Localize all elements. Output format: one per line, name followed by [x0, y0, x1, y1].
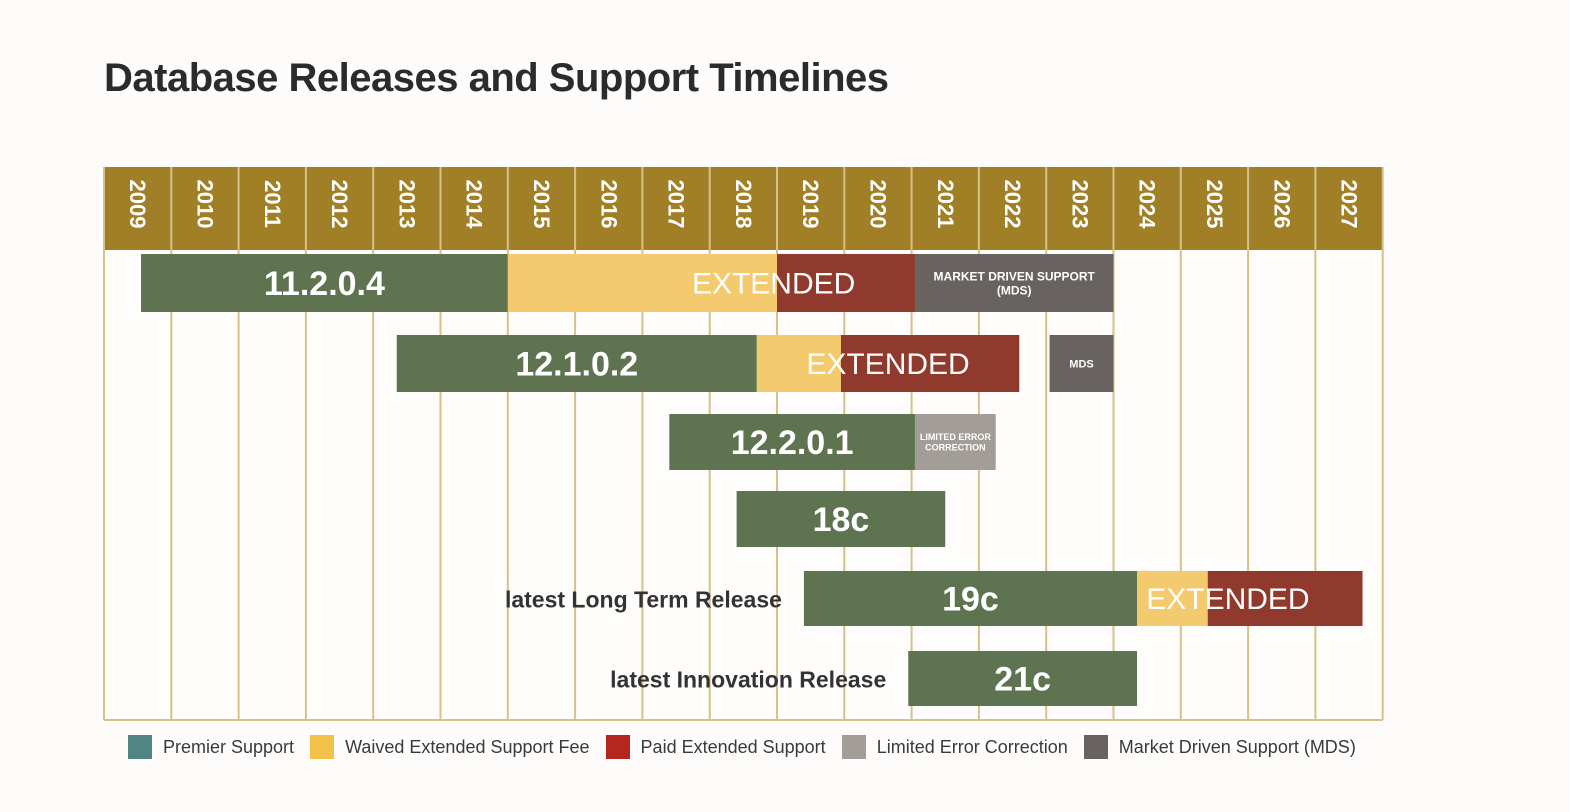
- year-label: 2015: [529, 180, 554, 229]
- year-label: 2016: [596, 180, 621, 229]
- year-label: 2014: [462, 180, 487, 230]
- bar-segment-premier: [396, 335, 757, 392]
- year-label: 2013: [394, 180, 419, 229]
- year-label: 2022: [1000, 180, 1025, 229]
- side-label: latest Long Term Release: [505, 587, 782, 613]
- chart-title: Database Releases and Support Timelines: [104, 56, 889, 100]
- year-label: 2021: [933, 180, 958, 229]
- legend-item-waived: Waived Extended Support Fee: [310, 735, 590, 759]
- release-label: 18c: [813, 501, 870, 539]
- release-label: 21c: [994, 661, 1051, 699]
- bar-segment-mds: [1049, 335, 1114, 392]
- segment-label: MARKET DRIVEN SUPPORT (MDS): [934, 270, 1096, 298]
- year-label: 2025: [1202, 180, 1227, 229]
- bar-segment-premier: [736, 491, 946, 547]
- legend-swatch-mds: [1083, 735, 1108, 759]
- legend-label-premier: Premier Support: [163, 736, 295, 757]
- year-header-band: [104, 167, 1383, 250]
- legend-label-mds: Market Driven Support (MDS): [1118, 736, 1356, 757]
- bar-segment-premier: [141, 254, 508, 312]
- legend-swatch-premier: [128, 735, 152, 759]
- segment-label: LIMITED ERROR CORRECTION: [920, 432, 991, 452]
- legend-label-limited: Limited Error Correction: [876, 736, 1068, 757]
- grid-background: [104, 250, 1383, 720]
- legend-label-paid: Paid Extended Support: [640, 736, 826, 757]
- year-label: 2024: [1135, 180, 1160, 230]
- bar-segment-paid: [1207, 571, 1363, 626]
- release-label: 12.2.0.1: [731, 424, 854, 462]
- bar-segment-premier: [669, 414, 915, 470]
- legend-swatch-limited: [841, 735, 866, 759]
- year-label: 2011: [260, 180, 285, 228]
- year-label: 2018: [731, 180, 756, 229]
- year-label: 2027: [1337, 180, 1362, 229]
- bar-segment-premier: [908, 651, 1138, 706]
- year-label: 2023: [1067, 180, 1092, 229]
- bar-segment-limited: [914, 414, 996, 470]
- bar-segment-paid: [840, 335, 1020, 392]
- segment-label: MDS: [1069, 358, 1093, 370]
- release-label: 12.1.0.2: [515, 346, 638, 384]
- year-label: 2020: [865, 180, 890, 229]
- year-label: 2026: [1269, 180, 1294, 229]
- bar-segment-waived: [1137, 571, 1208, 626]
- legend-item-limited: Limited Error Correction: [841, 735, 1068, 759]
- release-label: 19c: [942, 581, 999, 619]
- legend-item-paid: Paid Extended Support: [605, 735, 826, 759]
- extended-label: EXTENDED: [692, 268, 855, 301]
- legend: Premier Support Waived Extended Support …: [128, 735, 1372, 759]
- year-label: 2019: [798, 180, 823, 229]
- legend-swatch-paid: [605, 735, 630, 759]
- bar-segment-mds: [914, 254, 1114, 312]
- bar-segment-premier: [803, 571, 1138, 626]
- legend-item-premier: Premier Support: [128, 735, 294, 759]
- bar-segment-waived: [756, 335, 841, 392]
- bar-segment-paid: [777, 254, 915, 312]
- extended-label: EXTENDED: [806, 348, 969, 381]
- year-label: 2009: [125, 180, 150, 229]
- year-label: 2017: [664, 180, 689, 229]
- legend-swatch-waived: [310, 735, 335, 759]
- extended-label: EXTENDED: [1146, 583, 1309, 616]
- release-label: 11.2.0.4: [264, 265, 385, 303]
- year-label: 2010: [192, 180, 217, 229]
- year-label: 2012: [327, 180, 352, 229]
- legend-item-mds: Market Driven Support (MDS): [1083, 735, 1356, 759]
- legend-label-waived: Waived Extended Support Fee: [345, 736, 590, 757]
- bar-segment-waived: [507, 254, 777, 312]
- side-label: latest Innovation Release: [610, 667, 886, 693]
